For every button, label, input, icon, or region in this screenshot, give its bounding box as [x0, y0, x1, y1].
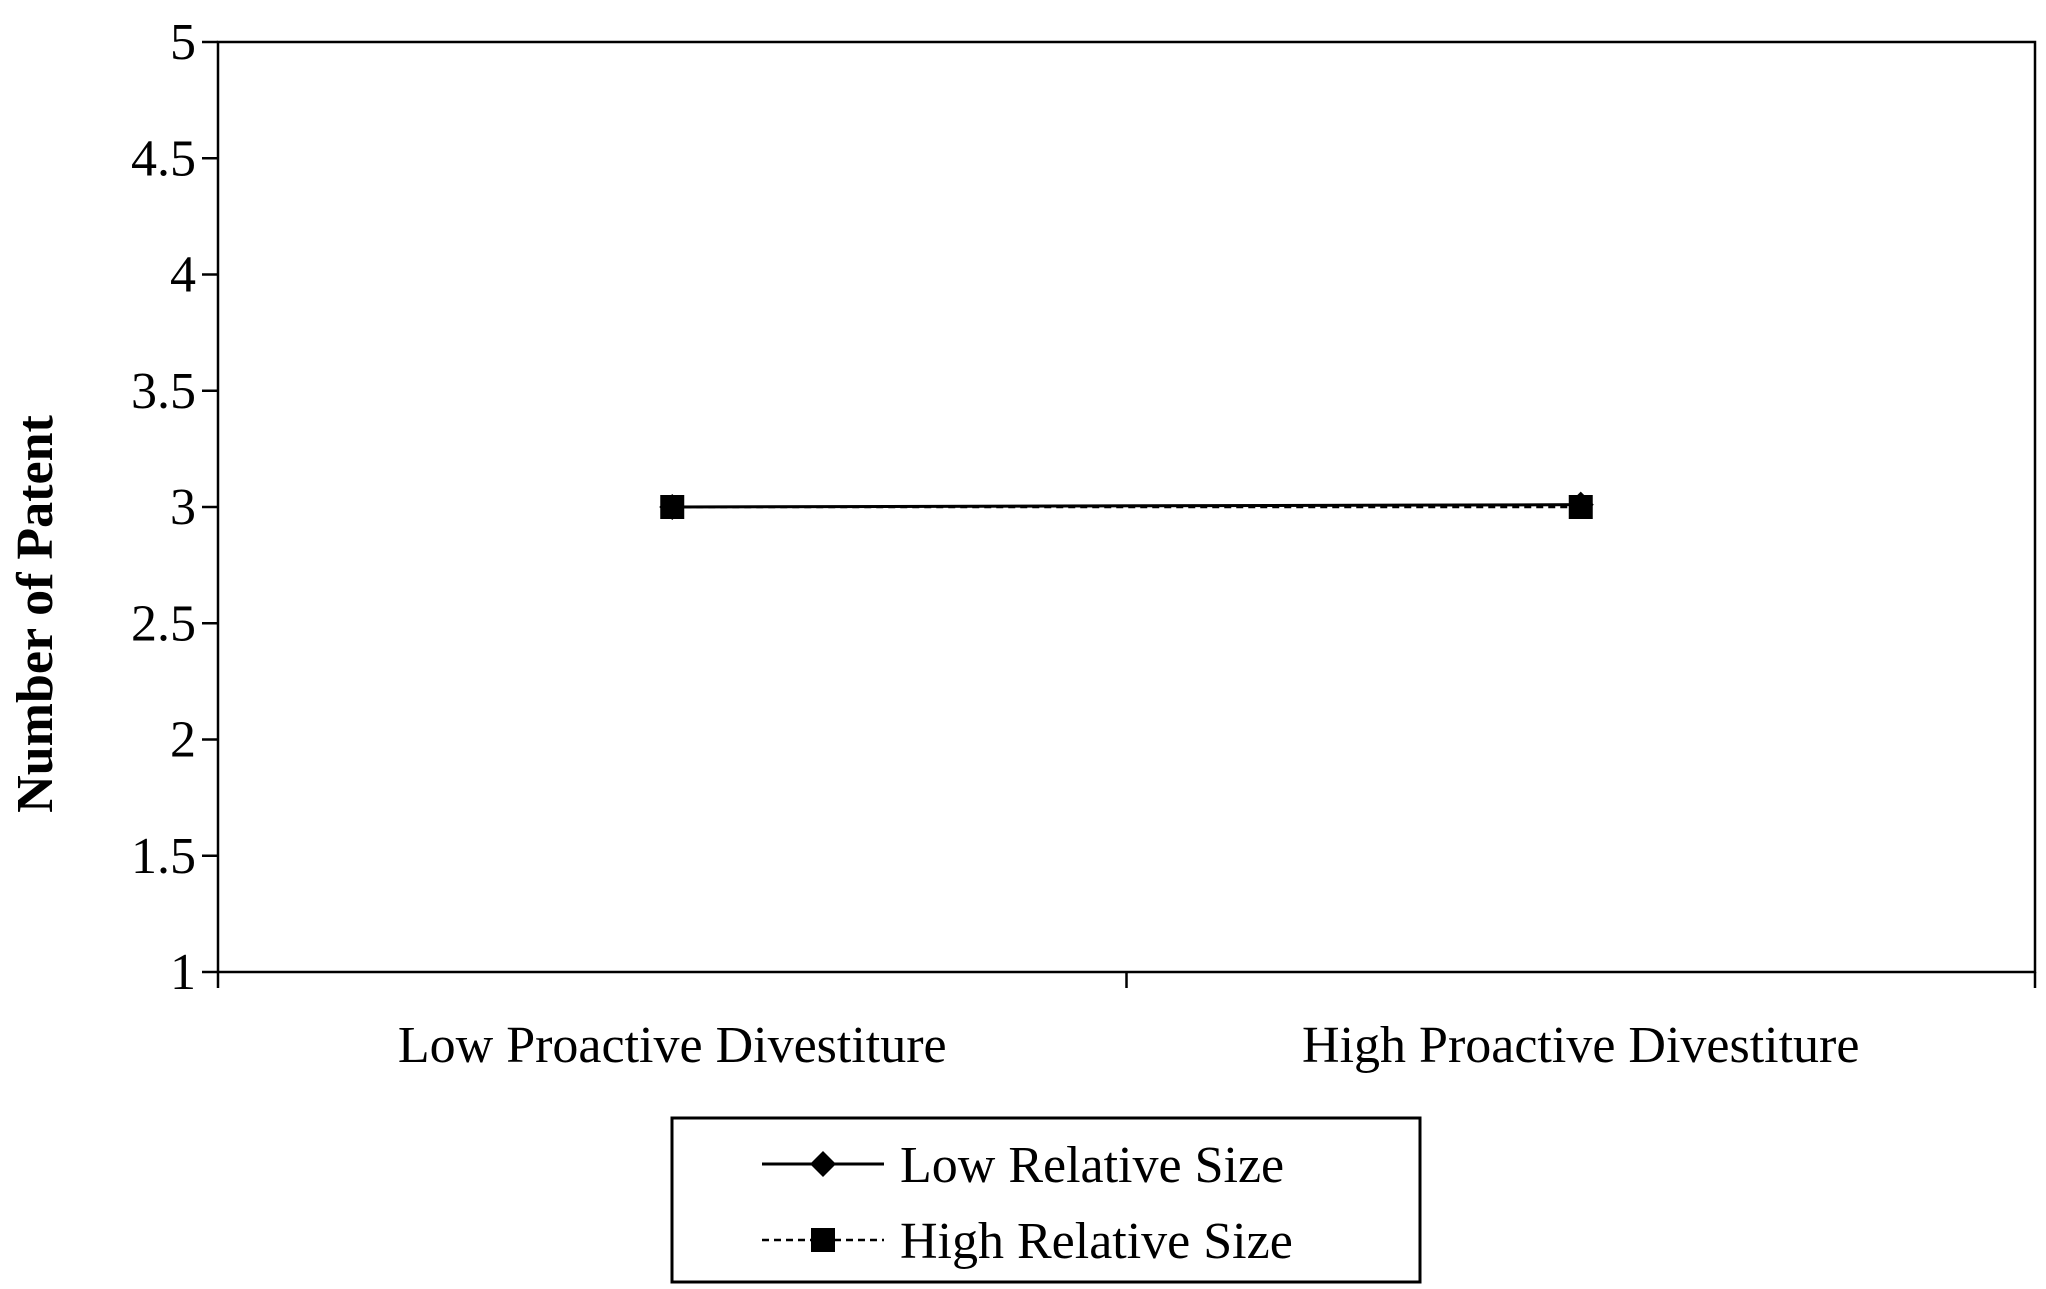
series-layer	[659, 491, 1594, 520]
legend: Low Relative Size High Relative Size	[670, 1116, 1422, 1284]
legend-marker	[811, 1228, 835, 1252]
series-line	[672, 503, 1581, 509]
legend-marker	[810, 1151, 836, 1177]
y-tick-label: 2.5	[131, 595, 196, 652]
series-2	[660, 495, 1593, 519]
legend-item: High Relative Size	[762, 1213, 1293, 1270]
y-tick-label: 2	[170, 712, 196, 769]
legend-item: Low Relative Size	[762, 1137, 1284, 1194]
y-axis: 1 1.5 2 2.5 3 3.5 4 4.5 5	[131, 14, 218, 1001]
y-tick-label: 3.5	[131, 363, 196, 420]
y-tick-label: 3	[170, 479, 196, 536]
y-tick-label: 4.5	[131, 130, 196, 187]
y-axis-title: Number of Patent	[7, 415, 64, 813]
y-tick-label: 1.5	[131, 828, 196, 885]
y-tick-label: 4	[170, 247, 196, 304]
legend-box	[670, 1116, 1422, 1284]
data-point	[1568, 495, 1593, 519]
x-axis: Low Proactive Divestiture High Proactive …	[216, 972, 2037, 1074]
x-tick-label: High Proactive Divestiture	[1302, 1017, 1859, 1074]
data-point	[660, 495, 685, 519]
x-tick-label: Low Proactive Divestiture	[398, 1017, 947, 1074]
legend-label: Low Relative Size	[900, 1137, 1284, 1194]
y-tick-label: 5	[170, 14, 196, 71]
y-tick-label: 1	[170, 944, 196, 1001]
legend-label: High Relative Size	[900, 1213, 1293, 1270]
